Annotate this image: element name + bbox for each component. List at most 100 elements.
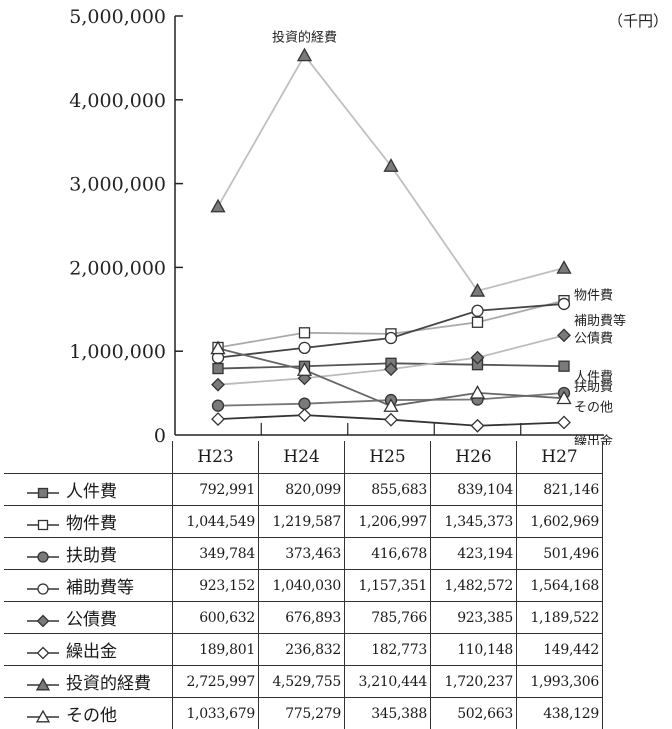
legend-symbol [26,710,60,724]
data-point [558,261,571,273]
data-point [473,317,483,327]
table-cell: 923,385 [431,602,517,634]
data-point [213,400,224,411]
table-cell: 1,564,168 [517,570,603,602]
series-label: 補助費等 [574,313,626,329]
legend-symbol [26,518,60,532]
series-label: 扶助費 [574,380,613,395]
year-header: H27 [517,441,603,474]
table-cell: 923,152 [173,570,259,602]
table-cell: 373,463 [259,538,345,570]
table-cell: 416,678 [345,538,431,570]
table-cell: 1,219,587 [259,506,345,538]
table-cell: 1,206,997 [345,506,431,538]
year-header: H24 [259,441,345,474]
legend-symbol [26,646,60,660]
legend-marker [39,520,48,529]
data-point [212,379,224,391]
y-tick-label: 3,000,000 [69,174,166,196]
data-point [213,364,223,374]
table-cell: 438,129 [517,698,603,729]
legend-symbol [26,550,60,564]
table-cell: 189,801 [173,634,259,666]
table-cell: 345,388 [345,698,431,729]
data-point [299,342,310,353]
legend-entry: 物件費 [4,506,173,538]
table-cell: 820,099 [259,474,345,506]
data-point [558,416,570,428]
table-cell: 1,033,679 [173,698,259,729]
legend-marker [38,584,48,594]
table-cell: 4,529,755 [259,666,345,698]
table-cell: 1,482,572 [431,570,517,602]
table-cell: 349,784 [173,538,259,570]
table-cell: 1,044,549 [173,506,259,538]
data-point [559,298,570,309]
legend-symbol [26,614,60,628]
table-cell: 502,663 [431,698,517,729]
legend-marker [39,488,48,497]
data-point [299,398,310,409]
series-markers [212,49,571,432]
legend-entry: 扶助費 [4,538,173,570]
data-point [385,414,397,426]
legend-marker [38,647,49,658]
series-name: その他 [66,706,117,726]
table-cell: 775,279 [259,698,345,729]
table-cell: 1,040,030 [259,570,345,602]
series-label: 公債費 [574,331,613,346]
data-point [472,420,484,432]
y-tick-label: 4,000,000 [69,90,166,112]
table-cell: 149,442 [517,634,603,666]
legend-entry: 投資的経費 [4,666,173,698]
table-cell: 1,345,373 [431,506,517,538]
year-header: H26 [431,441,517,474]
table-cell: 821,146 [517,474,603,506]
data-point [471,386,484,398]
legend-symbol [26,678,60,692]
table-cell: 501,496 [517,538,603,570]
chart-axes: 01,000,0002,000,0003,000,0004,000,0005,0… [69,6,604,445]
legend-marker [38,552,48,562]
legend-symbol [26,582,60,596]
data-point [558,329,570,341]
series-name: 投資的経費 [66,674,151,694]
table-cell: 1,189,522 [517,602,603,634]
table-cell: 676,893 [259,602,345,634]
table-cell: 2,725,997 [173,666,259,698]
series-name: 繰出金 [66,642,117,662]
series-name: 公債費 [66,610,117,630]
legend-symbol [26,486,60,500]
series-name: 人件費 [66,482,117,502]
data-point [298,49,311,61]
series-name: 物件費 [66,514,117,534]
line-chart: （千円） 01,000,0002,000,0003,000,0004,000,0… [0,0,672,445]
table-cell: 785,766 [345,602,431,634]
table-cell: 600,632 [173,602,259,634]
unit-label: （千円） [608,12,668,30]
year-header: H23 [173,441,259,474]
legend-entry: 人件費 [4,474,173,506]
series-name: 補助費等 [66,578,134,598]
data-point [472,305,483,316]
legend-entry: 補助費等 [4,570,173,602]
table-cell: 1,993,306 [517,666,603,698]
legend-entry: 繰出金 [4,634,173,666]
table-cell: 423,194 [431,538,517,570]
table-cell: 1,157,351 [345,570,431,602]
table-cell: 236,832 [259,634,345,666]
legend-entry: その他 [4,698,173,729]
table-cell: 839,104 [431,474,517,506]
y-tick-label: 2,000,000 [69,257,166,279]
series-label: 投資的経費 [272,29,337,45]
data-point [212,200,225,212]
table-cell: 182,773 [345,634,431,666]
legend-entry: 公債費 [4,602,173,634]
table-cell: 855,683 [345,474,431,506]
